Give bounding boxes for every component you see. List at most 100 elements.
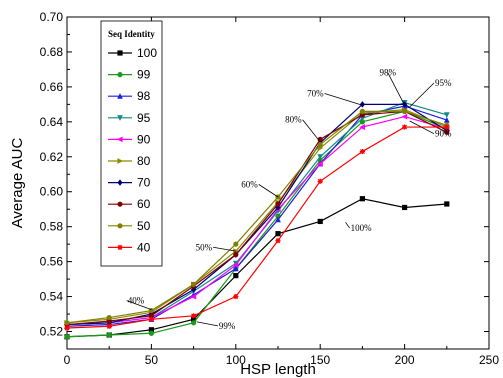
data-point [106,314,112,321]
y-tick-label: 0.60 [40,185,64,199]
y-tick-label: 0.66 [40,80,64,94]
y-axis-label: Average AUC [9,138,26,229]
legend-swatch-marker [117,50,123,56]
data-point [275,216,281,223]
annotation-label: 95% [435,78,452,88]
data-point [359,119,365,125]
data-point [233,252,239,258]
x-tick-label: 250 [479,353,499,367]
annotation-label: 98% [379,68,396,78]
annotation-leader [126,300,152,311]
legend-label: 99 [137,68,151,82]
data-point [444,129,450,135]
y-tick-label: 0.68 [40,45,64,59]
legend-swatch-marker [117,223,123,229]
data-point [443,112,450,118]
data-point [359,115,366,122]
data-point [317,218,323,225]
data-point [233,273,239,279]
data-point [148,316,154,322]
annotation-label: 99% [219,321,236,331]
annotations: 40% 50% 60% 70% 80% 98% 95% 90% 100% 99% [126,68,452,331]
y-tick-label: 0.56 [40,255,64,269]
legend-swatch-marker [117,93,123,99]
data-point [232,265,239,272]
data-point [359,196,365,202]
data-point [444,124,450,130]
y-tick-label: 0.70 [40,10,64,24]
data-point [64,320,70,326]
data-point [444,201,450,207]
data-point [148,330,154,336]
data-point [401,113,408,120]
x-tick-label: 0 [64,353,71,367]
legend-swatch-marker [117,72,123,78]
series-40 [64,124,450,331]
legend-swatch-marker [117,158,124,164]
legend-item-40: 40 [108,240,151,254]
data-point [317,160,323,167]
legend-title: Seq Identity [108,29,155,39]
legend-label: 40 [137,240,151,254]
annotation-leader [302,119,321,143]
data-point [402,204,408,211]
legend-label: 50 [137,219,151,233]
annotation-leader [324,93,363,106]
data-point [191,313,197,319]
legend-label: 70 [137,176,151,190]
axes: 0 50 100 150 200 250 0.52 0.54 0.56 0.58 0.60 0.62 0… [40,10,500,367]
series-line [66,110,448,338]
legend-swatch-marker [117,201,123,207]
series-line [66,198,447,338]
legend-item-50: 50 [108,219,151,233]
data-point [359,148,365,155]
legend: Seq Identity 100 99 98 95 90 80 70 60 50 40 [100,20,163,267]
legend-swatch-marker [117,179,123,186]
legend-label: 98 [137,89,151,103]
data-point [402,101,408,108]
legend-item-99: 99 [108,68,151,82]
legend-item-60: 60 [108,197,151,211]
x-axis-label: HSP length [240,361,316,378]
series-group [63,100,450,340]
annotation-leader [345,222,350,229]
legend-swatch-marker [116,136,123,143]
legend-item-95: 95 [108,111,151,125]
legend-item-80: 80 [108,154,151,168]
annotation-label: 40% [128,296,145,306]
data-point [233,241,239,247]
data-point [190,293,197,300]
series-line [66,110,448,326]
data-point [359,124,365,130]
legend-label: 90 [137,132,151,146]
data-point [106,323,112,329]
x-tick-label: 200 [395,353,415,367]
data-point [317,178,323,184]
data-point [275,238,281,244]
data-point [148,313,154,319]
y-tick-label: 0.62 [40,150,64,164]
x-tick-label: 50 [145,353,159,367]
data-point [359,101,365,108]
data-point [191,316,197,322]
annotation-leader [387,72,405,106]
annotation-leader [409,82,435,108]
data-point [64,334,70,340]
legend-item-90: 90 [108,132,151,146]
legend-box [100,20,163,267]
annotation-label: 80% [285,115,302,125]
legend-label: 100 [137,46,157,60]
annotation-label: 90% [435,129,452,139]
data-point [232,262,239,269]
annotation-label: 70% [307,89,324,99]
data-point [359,108,365,114]
legend-swatch-marker [117,244,123,250]
legend-label: 80 [137,154,151,168]
x-tick-label: 150 [310,353,330,367]
annotation-label: 60% [241,179,258,189]
series-line [66,110,447,324]
y-tick-label: 0.54 [40,290,64,304]
annotation-label: 100% [351,223,373,233]
data-point [275,231,281,237]
